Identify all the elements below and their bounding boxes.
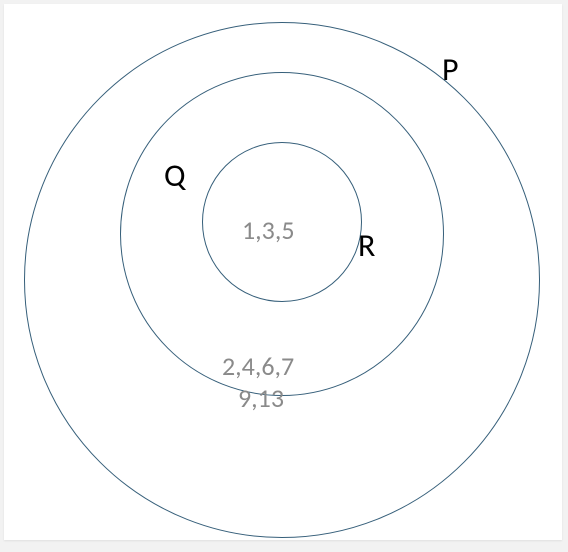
inner-elements: 1,3,5	[242, 214, 295, 247]
middle-elements-line2: 9,13	[238, 382, 284, 415]
set-label-p: P	[442, 50, 459, 90]
set-label-r: R	[358, 226, 375, 266]
middle-elements-line1: 2,4,6,7	[222, 350, 294, 383]
diagram-canvas: P Q R 1,3,5 2,4,6,7 9,13	[4, 4, 562, 540]
set-label-q: Q	[164, 156, 186, 196]
